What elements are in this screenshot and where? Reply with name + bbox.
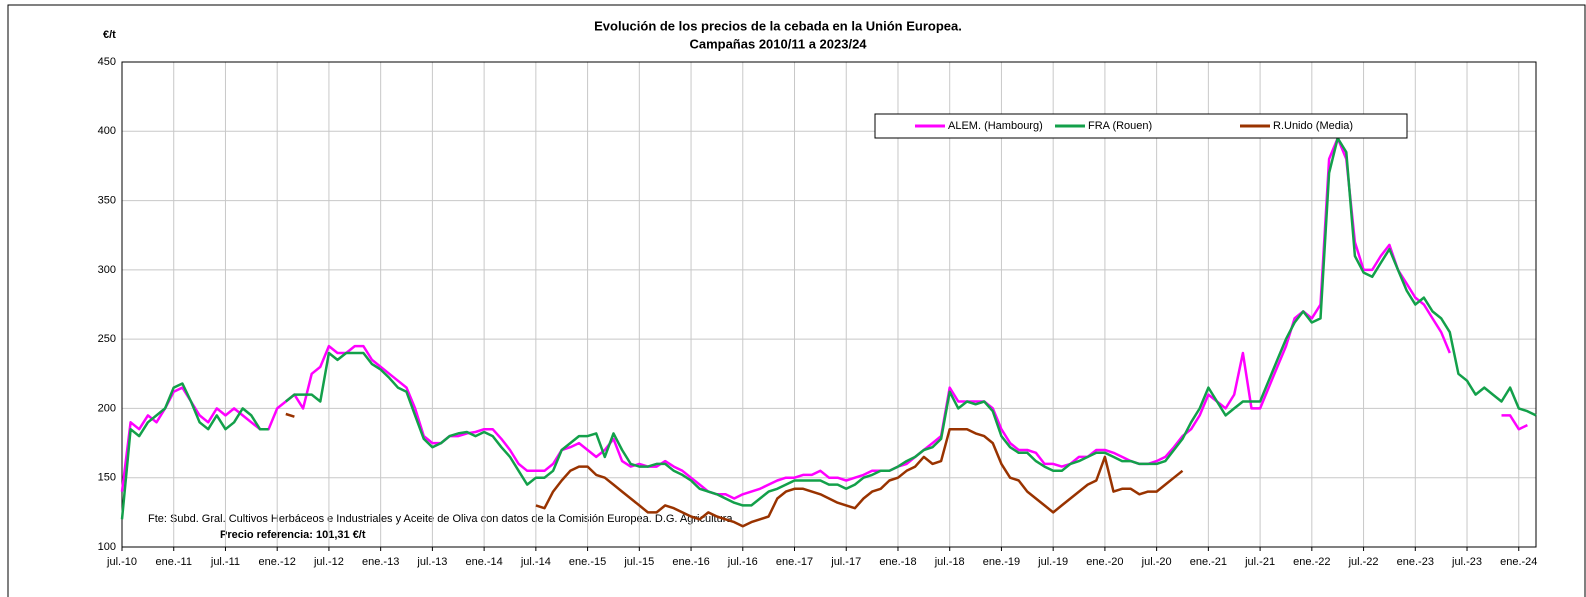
y-tick-label: 450: [98, 56, 116, 68]
legend-box: [874, 113, 1408, 139]
chart-title: Evolución de los precios de la cebada en…: [594, 18, 962, 33]
x-tick-label: jul.-21: [1244, 556, 1275, 568]
x-tick-label: jul.-22: [1348, 556, 1379, 568]
x-tick-label: jul.-12: [313, 556, 344, 568]
source-note: Fte: Subd. Gral. Cultivos Herbáceos e In…: [148, 513, 733, 525]
x-tick-label: jul.-20: [1141, 556, 1172, 568]
x-tick-label: ene.-17: [776, 556, 813, 568]
x-tick-label: ene.-16: [672, 556, 709, 568]
x-tick-label: ene.-21: [1190, 556, 1227, 568]
y-tick-label: 400: [98, 125, 116, 137]
y-tick-label: 200: [98, 402, 116, 414]
x-tick-label: jul.-15: [623, 556, 654, 568]
x-tick-label: jul.-13: [416, 556, 447, 568]
x-tick-label: jul.-18: [934, 556, 965, 568]
x-tick-label: ene.-22: [1293, 556, 1330, 568]
series-line: [120, 136, 1528, 500]
series-line: [285, 412, 1184, 528]
x-tick-label: ene.-14: [465, 556, 502, 568]
x-tick-label: ene.-23: [1397, 556, 1434, 568]
plot-border: [121, 61, 1537, 548]
x-tick-label: jul.-16: [727, 556, 758, 568]
x-tick-label: jul.-17: [830, 556, 861, 568]
y-axis-label: €/t: [103, 29, 116, 41]
x-tick-label: ene.-19: [983, 556, 1020, 568]
x-tick-label: jul.-19: [1037, 556, 1068, 568]
y-tick-label: 250: [98, 333, 116, 345]
x-tick-label: ene.-13: [362, 556, 399, 568]
series-line: [120, 136, 1537, 520]
x-tick-label: jul.-23: [1451, 556, 1482, 568]
x-tick-label: ene.-11: [155, 556, 192, 568]
y-tick-label: 150: [98, 472, 116, 484]
x-tick-label: ene.-20: [1086, 556, 1123, 568]
x-tick-label: ene.-24: [1500, 556, 1537, 568]
y-tick-label: 100: [98, 541, 116, 553]
x-tick-label: ene.-18: [879, 556, 916, 568]
frame: [7, 4, 1586, 597]
x-tick-label: ene.-12: [259, 556, 296, 568]
x-tick-label: jul.-11: [210, 556, 240, 568]
chart-subtitle: Campañas 2010/11 a 2023/24: [689, 36, 867, 51]
legend-label: FRA (Rouen): [1088, 120, 1152, 132]
y-tick-label: 350: [98, 194, 116, 206]
legend-label: R.Unido (Media): [1273, 120, 1353, 132]
x-tick-label: ene.-15: [569, 556, 606, 568]
x-tick-label: jul.-10: [106, 556, 137, 568]
legend-label: ALEM. (Hambourg): [948, 120, 1043, 132]
reference-note: Precio referencia: 101,31 €/t: [220, 529, 366, 541]
x-tick-label: jul.-14: [520, 556, 551, 568]
y-tick-label: 300: [98, 264, 116, 276]
